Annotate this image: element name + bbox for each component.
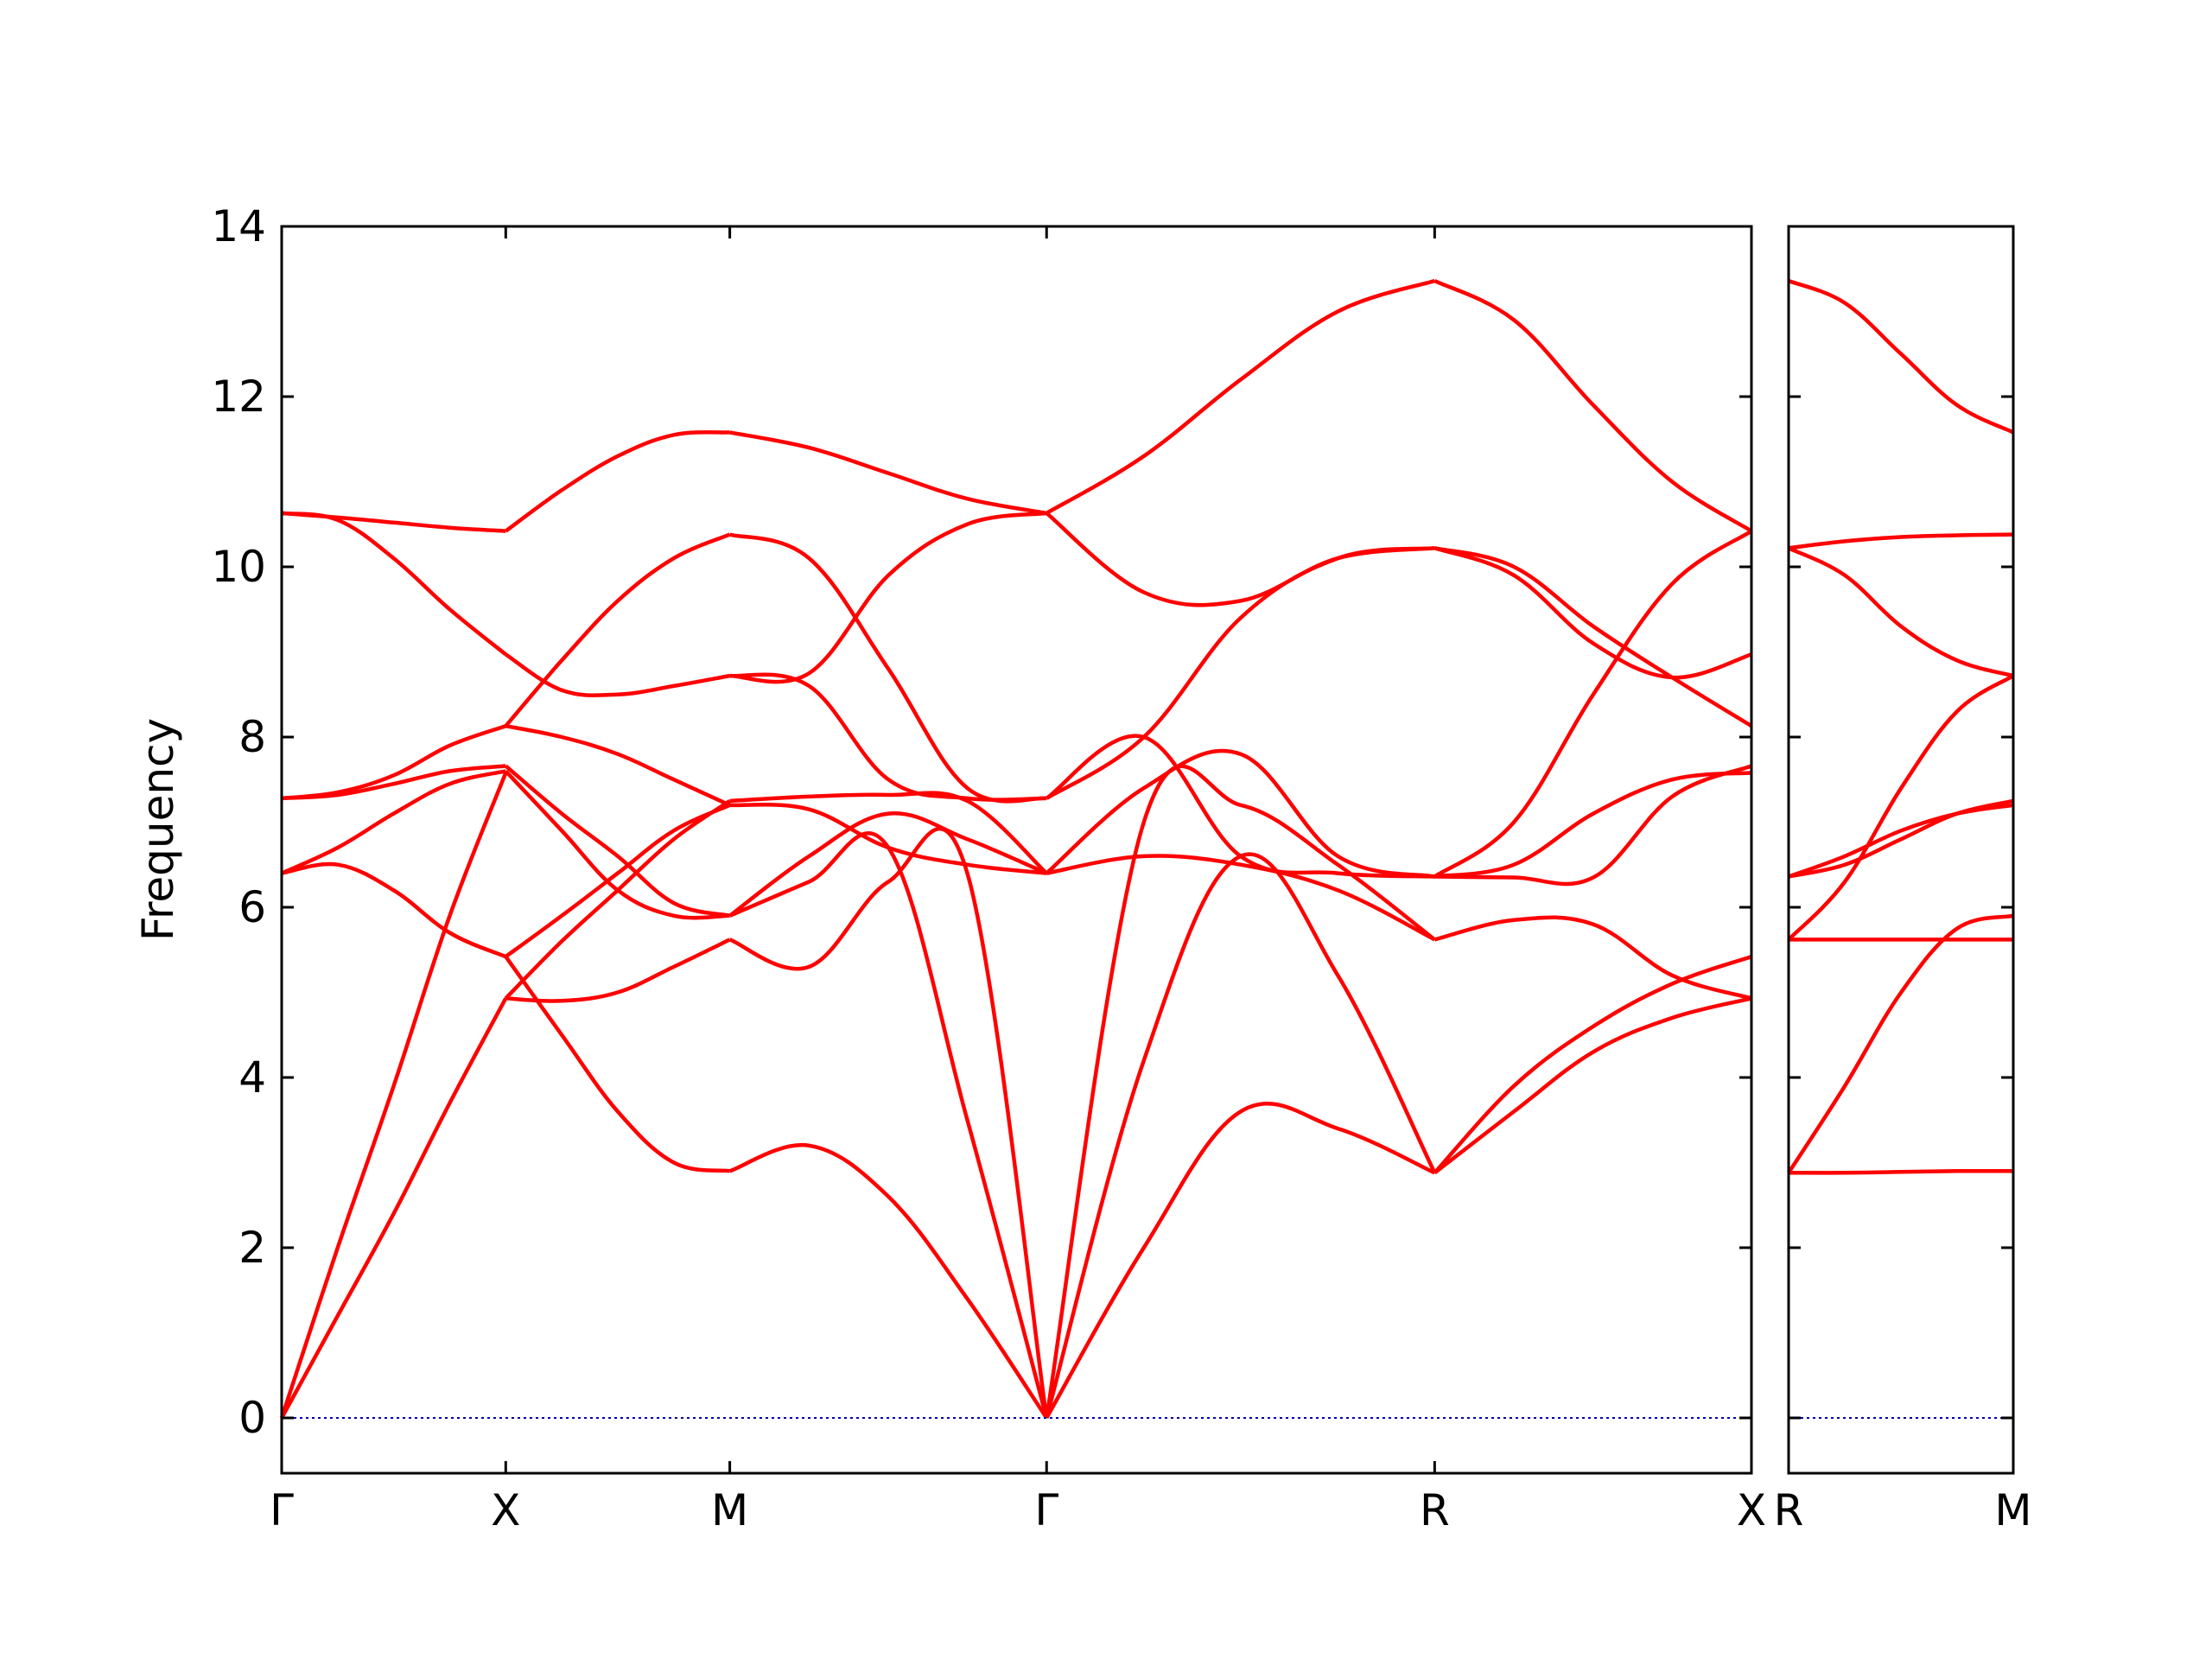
band-line [1433,529,1753,879]
band-line [1434,771,1752,879]
band-line [280,997,508,1420]
main-frame [280,225,1753,1475]
band-line [505,938,731,1003]
band-line [281,764,506,801]
band-line [1788,1169,2014,1175]
x-tick-label: X [1737,1485,1766,1535]
band-line [1045,1101,1436,1420]
band-line [281,769,506,875]
x-tick-label: Γ [270,1485,294,1535]
band-line [504,532,731,728]
band-line [1433,915,1752,1001]
band-line [1045,734,1435,879]
band-line [1788,546,2014,678]
x-tick-label: M [711,1485,748,1535]
band-line [1046,854,1436,942]
side-frame [1787,225,2015,1475]
y-tick-label: 2 [238,1223,266,1273]
band-line [1044,764,1436,1419]
band-line [281,724,507,801]
band-line [281,511,507,657]
band-line [1433,546,1752,680]
band-line [729,791,1048,875]
band-line [728,826,1049,1419]
band-line [1787,674,2015,941]
y-tick-label: 12 [211,372,266,422]
band-line [1045,748,1435,879]
x-tick-label: R [1774,1485,1804,1535]
band-line [1045,512,1435,607]
band-line [1045,852,1437,1419]
band-line [728,810,1048,918]
band-line [1433,954,1752,1174]
band-line [1434,764,1752,887]
y-tick-label: 10 [211,542,266,592]
main-panel: 0 2 4 6 8 10 12 14 Γ X M Γ R X [211,201,1766,1535]
band-line [281,511,506,533]
band-line [505,652,730,698]
x-tick-label: M [1994,1485,2031,1535]
band-line [1433,546,1753,728]
y-tick-label: 6 [238,882,266,932]
x-tick-label: X [491,1485,520,1535]
y-tick-label: 8 [238,712,266,762]
band-line [1787,913,2014,1174]
band-line [1433,996,1752,1175]
band-line [729,511,1047,684]
band-line [504,769,730,920]
y-tick-label: 4 [238,1052,266,1103]
x-tick-label: Γ [1034,1485,1058,1535]
band-line [729,803,1047,875]
band-line [281,861,507,959]
band-line [1788,278,2014,435]
band-line [1788,532,2014,550]
band-line [1046,278,1436,515]
band-line [1433,278,1753,533]
band-line [729,430,1047,516]
y-axis-label: Frequency [133,718,183,941]
band-line [1046,546,1435,800]
band-line [504,803,731,958]
band-line [279,772,508,1419]
band-line [505,723,731,807]
band-line [728,1142,1049,1420]
band-line [1788,798,2014,879]
band-line [504,799,731,1000]
band-line [504,429,730,533]
band-line [729,672,1047,802]
band-line [504,764,731,918]
y-tick-label: 0 [238,1393,266,1443]
band-line [504,955,730,1173]
band-line [728,532,1047,804]
y-tick-label: 14 [211,201,266,251]
x-tick-label: R [1420,1485,1450,1535]
band-line [728,831,1049,1419]
